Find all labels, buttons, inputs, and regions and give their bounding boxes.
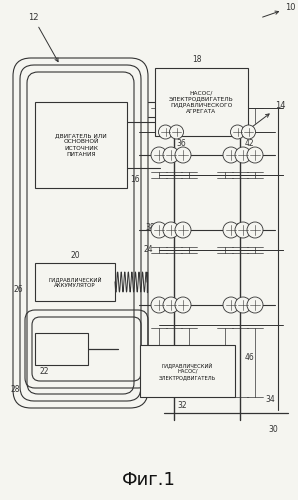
Text: ГИДРАВЛИЧЕСКИЙ
АККУМУЛЯТОР: ГИДРАВЛИЧЕСКИЙ АККУМУЛЯТОР [48,276,102,288]
Text: 30: 30 [268,426,278,434]
Text: 22: 22 [40,366,49,376]
Circle shape [223,297,239,313]
Circle shape [151,222,167,238]
Circle shape [175,297,191,313]
Text: 24: 24 [143,246,153,254]
Text: 40: 40 [176,354,186,362]
Circle shape [223,147,239,163]
Text: 26: 26 [13,286,23,294]
Circle shape [163,297,179,313]
Circle shape [241,125,255,139]
Circle shape [247,147,263,163]
Circle shape [170,125,184,139]
Text: 16: 16 [130,176,140,184]
Text: 14: 14 [250,101,285,128]
Text: 10: 10 [263,3,296,17]
Text: 34: 34 [265,396,275,404]
Text: Фиг.1: Фиг.1 [122,471,176,489]
Circle shape [163,222,179,238]
Circle shape [175,222,191,238]
Bar [35,263,115,301]
Text: ДВИГАТЕЛЬ ИЛИ
ОСНОВНОЙ
ИСТОЧНИК
ПИТАНИЯ: ДВИГАТЕЛЬ ИЛИ ОСНОВНОЙ ИСТОЧНИК ПИТАНИЯ [55,133,107,157]
Text: 28: 28 [10,386,20,394]
Circle shape [151,147,167,163]
Text: 46: 46 [245,354,255,362]
Circle shape [151,297,167,313]
Bar [35,102,127,188]
Text: 20: 20 [70,250,80,260]
Text: 36: 36 [176,140,186,148]
Circle shape [235,222,251,238]
Bar [155,68,248,136]
Circle shape [175,147,191,163]
Circle shape [247,297,263,313]
Circle shape [230,125,244,139]
Bar [35,333,88,365]
Text: НАСОС/
ЭЛЕКТРОДВИГАТЕЛЬ
ГИДРАВЛИЧЕСКОГО
АГРЕГАТА: НАСОС/ ЭЛЕКТРОДВИГАТЕЛЬ ГИДРАВЛИЧЕСКОГО … [169,90,234,114]
Circle shape [235,297,251,313]
Text: 42: 42 [245,140,254,148]
Circle shape [159,125,173,139]
Text: 12: 12 [28,13,58,62]
Text: ГИДРАВЛИЧЕСКИЙ
НАСОС/
ЭЛЕКТРОДВИГАТЕЛЬ: ГИДРАВЛИЧЕСКИЙ НАСОС/ ЭЛЕКТРОДВИГАТЕЛЬ [159,362,216,380]
Bar [140,345,235,397]
Circle shape [163,147,179,163]
Circle shape [247,222,263,238]
Circle shape [223,222,239,238]
Text: 38: 38 [145,224,155,232]
Text: 18: 18 [192,56,201,64]
Text: 32: 32 [178,400,187,409]
Text: 44: 44 [235,224,245,232]
Circle shape [235,147,251,163]
